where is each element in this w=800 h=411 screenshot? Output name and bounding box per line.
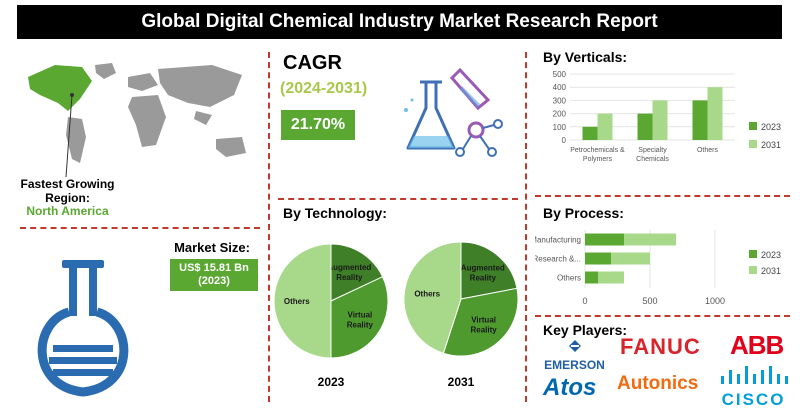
process-category-label: Research &... (535, 255, 581, 264)
process-xtick: 0 (582, 296, 587, 306)
verticals-category-label: Petrochemicals & (570, 147, 625, 154)
pie-slice (330, 243, 384, 302)
verticals-chart: 0 100 200 300 400 500 Petrochemicals & Polymers… (553, 70, 781, 163)
cagr-label: CAGR (283, 52, 342, 74)
verticals-bar (597, 113, 613, 140)
divider-right-mid (535, 195, 790, 197)
divider-left (268, 52, 270, 402)
divider-right (525, 52, 527, 402)
pie-slice-label: Reality (347, 320, 374, 329)
verticals-legend-swatch (749, 140, 757, 148)
technology-pie-charts: AugmentedRealityVirtualRealityOthers2023… (273, 241, 519, 389)
pie-slice-label: Others (284, 297, 310, 306)
market-size-year: (2023) (198, 275, 230, 287)
process-legend-label: 2031 (761, 266, 781, 276)
technology-title: By Technology: (283, 205, 387, 221)
verticals-category-label: Chemicals (636, 156, 669, 163)
verticals-category-label: Polymers (583, 156, 613, 163)
process-bar (585, 252, 611, 265)
process-bar (624, 233, 676, 246)
report-title: Global Digital Chemical Industry Market … (17, 5, 782, 39)
process-xtick: 1000 (705, 296, 725, 306)
process-legend-swatch (749, 266, 757, 274)
verticals-category-label: Specialty (638, 147, 667, 154)
pie-slice-label: Others (414, 290, 440, 299)
verticals-bar (637, 113, 653, 140)
process-chart: 0 500 1000 Manufacturing Research &... Others… (535, 230, 781, 306)
process-bar (585, 271, 598, 284)
verticals-legend-label: 2031 (761, 140, 781, 150)
verticals-ytick: 500 (553, 70, 567, 79)
divider-left-mid (20, 227, 260, 229)
verticals-bar (652, 100, 668, 140)
cagr-value: 21.70% (281, 110, 355, 140)
region-label: Fastest Growing Region: (20, 177, 115, 205)
cagr-period: (2024-2031) (280, 80, 368, 97)
cisco-bars-icon (720, 366, 788, 384)
pie-slice (403, 241, 462, 354)
region-value: North America (26, 204, 109, 218)
players-title: Key Players: (543, 322, 628, 338)
pie-slice (442, 287, 519, 357)
verticals-ytick: 200 (553, 110, 567, 119)
world-map-icon (28, 63, 246, 178)
process-xtick: 500 (642, 296, 657, 306)
emerson-text: EMERSON (544, 358, 605, 372)
verticals-title: By Verticals: (543, 49, 628, 65)
cisco-logo: CISCO (716, 366, 791, 408)
pie-slice (460, 241, 518, 300)
pie-slice-label: Reality (470, 274, 497, 283)
divider-right-lower (535, 315, 790, 317)
autonics-logo: Autonics (617, 373, 699, 394)
atos-logo: Atos (543, 374, 597, 401)
pie-slice-label: Augmented (327, 263, 371, 272)
pie-slice-label: Virtual (471, 316, 496, 325)
fanuc-logo: FANUC (620, 334, 701, 359)
verticals-legend-swatch (749, 122, 757, 130)
pie-slice-label: Virtual (348, 310, 373, 319)
verticals-bar (692, 100, 708, 140)
lab-flask-icon (404, 67, 503, 157)
verticals-category-label: Others (697, 147, 719, 154)
pie-slice-label: Reality (336, 273, 363, 282)
process-legend-label: 2023 (761, 250, 781, 260)
process-bar (598, 271, 624, 284)
market-size-label: Market Size: (174, 240, 250, 255)
cisco-text: CISCO (721, 390, 786, 409)
verticals-ytick: 0 (562, 136, 567, 145)
market-size-box: US$ 15.81 Bn (2023) (170, 259, 258, 291)
process-category-label: Others (557, 274, 581, 283)
process-bar (611, 252, 650, 265)
verticals-bar (582, 126, 598, 140)
pie-year-label: 2023 (318, 375, 345, 389)
pie-slice-label: Augmented (461, 264, 505, 273)
verticals-ytick: 400 (553, 83, 567, 92)
pie-year-label: 2031 (448, 375, 475, 389)
verticals-ytick: 300 (553, 96, 567, 105)
pie-slice (330, 276, 389, 359)
divider-center-mid (278, 198, 518, 200)
emerson-logo: EMERSON (537, 338, 612, 371)
abb-logo: ABB (730, 330, 784, 360)
verticals-ytick: 100 (553, 123, 567, 132)
market-size-value: US$ 15.81 Bn (179, 262, 249, 274)
emerson-emblem-icon (568, 340, 581, 352)
process-category-label: Manufacturing (535, 236, 581, 245)
verticals-bar (707, 87, 723, 140)
pie-slice-label: Reality (470, 326, 497, 335)
process-bar (585, 233, 624, 246)
process-title: By Process: (543, 205, 624, 221)
pie-slice (273, 243, 332, 359)
verticals-legend-label: 2023 (761, 122, 781, 132)
flask-logo-icon (37, 260, 129, 397)
process-legend-swatch (749, 250, 757, 258)
